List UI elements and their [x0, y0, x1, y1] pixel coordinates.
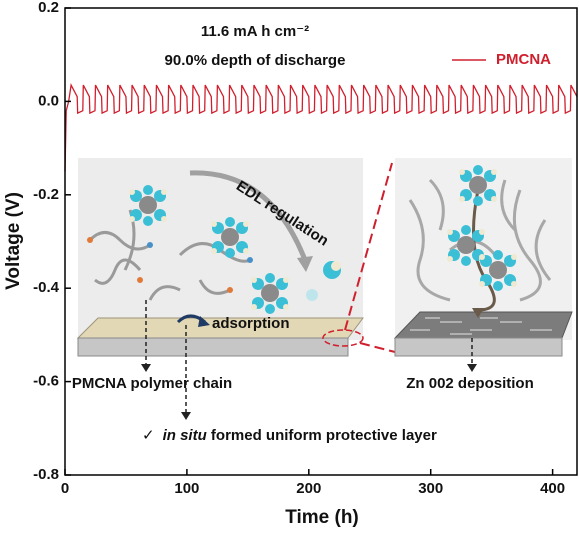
annotation: 11.6 mA h cm⁻²: [201, 23, 309, 40]
y-axis-title: Voltage (V): [3, 192, 24, 290]
y-tick-label: -0.8: [33, 466, 59, 483]
x-tick-label: 200: [296, 480, 321, 497]
x-tick-label: 400: [540, 480, 565, 497]
plot-frame: [64, 7, 578, 476]
y-tick-label: -0.2: [33, 186, 59, 203]
annotation: Zn 002 deposition: [406, 375, 534, 392]
inset-right: [393, 158, 573, 357]
x-tick-label: 0: [61, 480, 69, 497]
pointer-arrows: [145, 300, 473, 414]
y-tick-label: 0.2: [38, 0, 59, 16]
x-tick-label: 300: [418, 480, 443, 497]
x-axis-title: Time (h): [285, 507, 359, 528]
annotation: ✓ in situ formed uniform protective layer: [142, 427, 437, 444]
x-tick-label: 100: [174, 480, 199, 497]
y-tick-label: 0.0: [38, 92, 59, 109]
inset-left: [76, 158, 396, 357]
data-line: [64, 82, 578, 172]
annotation: adsorption: [212, 315, 290, 332]
pointer-heads: [141, 364, 477, 420]
annotation: 90.0% depth of discharge: [165, 52, 346, 69]
legend-label: PMCNA: [496, 51, 551, 68]
check-mark: ✓: [142, 427, 155, 444]
annotation-text: formed uniform protective layer: [207, 427, 437, 444]
y-tick-label: -0.6: [33, 373, 59, 390]
y-tick-label: -0.4: [33, 279, 60, 296]
annotation: PMCNA polymer chain: [72, 375, 232, 392]
annotation-italic: in situ: [163, 427, 207, 444]
